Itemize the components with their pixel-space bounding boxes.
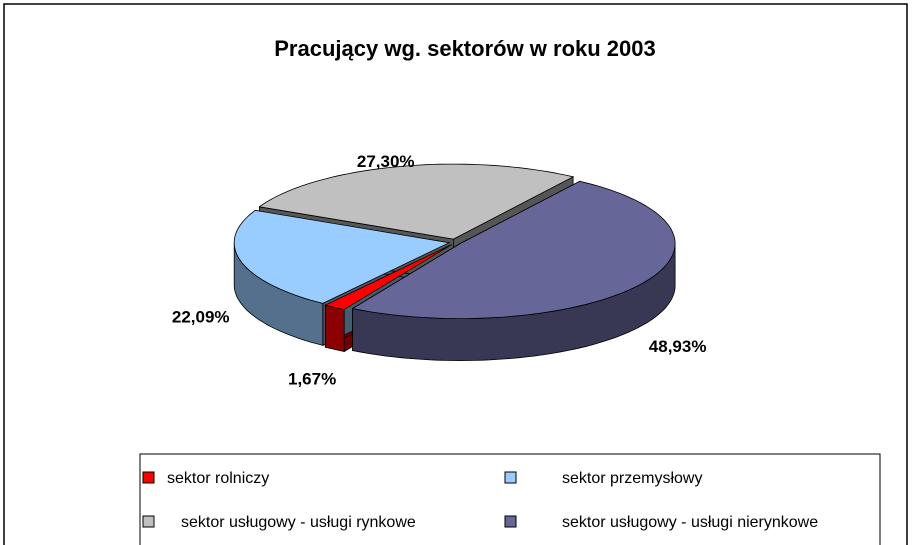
slice xyxy=(258,163,575,240)
slice xyxy=(233,209,451,304)
legend-swatch xyxy=(504,515,517,528)
legend-label: sektor usługowy - usługi rynkowe xyxy=(181,514,416,531)
legend-label: sektor rolniczy xyxy=(167,470,269,487)
legend-swatch xyxy=(142,471,155,484)
data-label: 22,09% xyxy=(172,307,230,326)
chart-title: Pracujący wg. sektorów w roku 2003 xyxy=(274,36,656,61)
legend-box xyxy=(139,453,881,545)
legend-label: sektor usługowy - usługi nierynkowe xyxy=(562,514,818,531)
slice xyxy=(351,180,676,320)
data-label: 1,67% xyxy=(288,370,336,389)
legend-label: sektor przemysłowy xyxy=(562,470,702,487)
slice-side xyxy=(324,304,345,352)
legend-swatch xyxy=(142,515,155,528)
data-label: 27,30% xyxy=(357,152,415,171)
legend-swatch xyxy=(504,471,517,484)
slice xyxy=(324,244,452,310)
data-label: 48,93% xyxy=(649,337,707,356)
